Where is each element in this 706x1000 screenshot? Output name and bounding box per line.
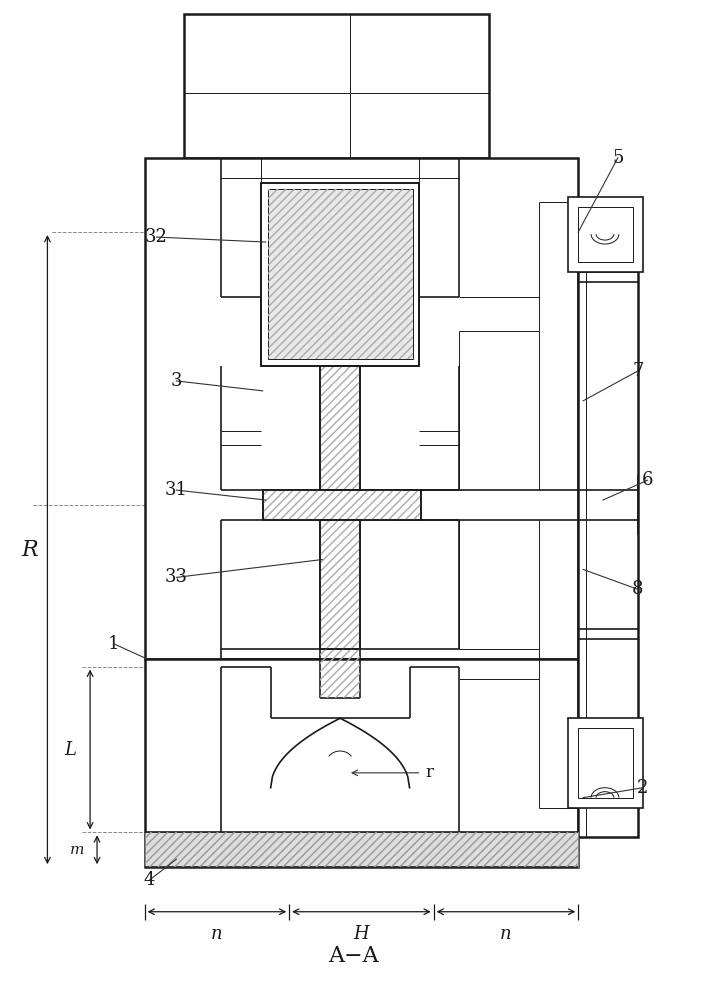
Bar	[568, 197, 642, 272]
Text: 2: 2	[637, 779, 648, 797]
Text: 1: 1	[108, 635, 119, 653]
Bar	[321, 366, 360, 490]
Bar	[268, 189, 412, 359]
Bar	[145, 659, 578, 867]
Bar	[578, 728, 633, 798]
Bar	[261, 183, 419, 366]
Text: r: r	[426, 764, 433, 781]
Text: 6: 6	[642, 471, 654, 489]
Bar	[321, 520, 360, 649]
Text: L: L	[64, 741, 76, 759]
Text: R: R	[21, 539, 38, 561]
Text: n: n	[211, 925, 222, 943]
Text: 5: 5	[612, 149, 623, 167]
Bar	[184, 14, 489, 158]
Bar	[578, 207, 633, 262]
Bar	[145, 832, 578, 867]
Text: 4: 4	[144, 871, 155, 889]
Bar	[321, 366, 360, 490]
Text: 8: 8	[632, 580, 643, 598]
Bar	[321, 366, 360, 490]
Bar	[145, 158, 578, 659]
Bar	[268, 189, 412, 359]
Bar	[321, 649, 360, 698]
Text: n: n	[500, 925, 512, 943]
Bar	[568, 718, 642, 808]
Text: H: H	[354, 925, 369, 943]
Text: 7: 7	[632, 362, 643, 380]
Text: 3: 3	[171, 372, 182, 390]
Bar	[263, 490, 421, 520]
Bar	[321, 520, 360, 649]
Bar	[263, 490, 421, 520]
Bar	[145, 832, 578, 867]
Text: 33: 33	[165, 568, 188, 586]
Bar	[321, 520, 360, 649]
Bar	[263, 490, 421, 520]
Text: A−A: A−A	[328, 945, 378, 967]
Text: 32: 32	[145, 228, 168, 246]
Bar	[578, 202, 638, 837]
Text: m: m	[70, 843, 85, 857]
Bar	[261, 183, 419, 366]
Text: 31: 31	[165, 481, 188, 499]
